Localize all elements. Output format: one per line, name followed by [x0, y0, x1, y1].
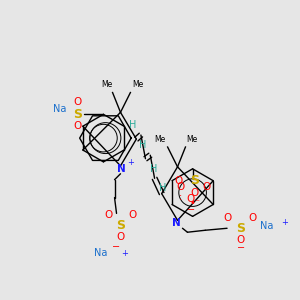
- Text: O: O: [175, 176, 183, 186]
- Text: +: +: [281, 218, 288, 227]
- Text: O: O: [104, 210, 113, 220]
- Text: O: O: [187, 194, 195, 203]
- Text: :: :: [179, 192, 182, 202]
- Text: −: −: [237, 243, 245, 253]
- Text: O: O: [237, 235, 245, 245]
- Text: H: H: [129, 120, 137, 130]
- Text: Na: Na: [94, 248, 107, 258]
- Text: +: +: [127, 158, 134, 167]
- Text: S: S: [236, 222, 245, 235]
- Text: O: O: [190, 188, 199, 198]
- Text: N: N: [117, 164, 126, 174]
- Text: O: O: [128, 210, 136, 220]
- Text: H: H: [139, 140, 146, 150]
- Text: O: O: [116, 232, 124, 242]
- Text: +: +: [121, 248, 128, 257]
- Text: O: O: [249, 213, 257, 224]
- Text: −: −: [187, 206, 195, 215]
- Text: O: O: [223, 213, 231, 224]
- Text: H: H: [150, 164, 157, 174]
- Text: Na: Na: [260, 221, 273, 231]
- Text: −: −: [112, 242, 121, 252]
- Text: •⁻: •⁻: [189, 197, 200, 208]
- Text: O: O: [74, 98, 82, 107]
- Text: H: H: [159, 183, 166, 193]
- Text: O: O: [74, 121, 82, 131]
- Text: Me: Me: [186, 135, 197, 144]
- Text: S: S: [73, 108, 82, 121]
- Text: Me: Me: [101, 80, 112, 89]
- Text: Me: Me: [133, 80, 144, 89]
- Text: N: N: [172, 218, 181, 228]
- Text: O: O: [177, 182, 185, 192]
- Text: Me: Me: [154, 135, 165, 144]
- Text: Na: Na: [53, 104, 67, 114]
- Text: O: O: [202, 182, 211, 192]
- Text: S: S: [116, 219, 125, 232]
- Text: S: S: [190, 174, 199, 187]
